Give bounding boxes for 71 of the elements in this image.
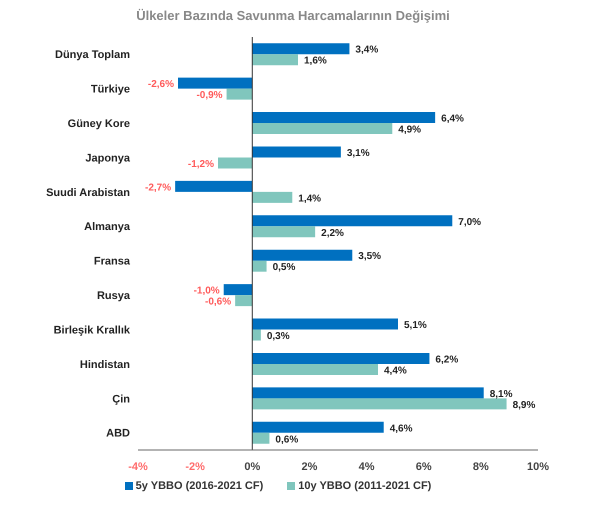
bar bbox=[252, 112, 436, 124]
data-label: 8,9% bbox=[512, 400, 536, 411]
data-label: -2,6% bbox=[148, 79, 174, 90]
x-tick-label: 8% bbox=[472, 461, 490, 473]
y-tick-label: Hindistan bbox=[80, 358, 130, 371]
bar bbox=[252, 432, 270, 444]
bar bbox=[252, 398, 507, 410]
data-label: 7,0% bbox=[458, 216, 482, 228]
bar bbox=[252, 330, 261, 341]
data-label: -2,7% bbox=[145, 182, 172, 194]
data-label: 3,1% bbox=[346, 148, 370, 159]
bar bbox=[252, 146, 341, 158]
data-label: -0,9% bbox=[196, 90, 223, 102]
data-label: 6,2% bbox=[435, 354, 458, 366]
chart-title: Ülkeler Bazında Savunma Harcamalarının Değişimi bbox=[135, 8, 451, 23]
bar bbox=[226, 88, 252, 100]
bar bbox=[252, 250, 352, 261]
bar bbox=[252, 318, 398, 330]
bar bbox=[224, 284, 252, 296]
bar bbox=[252, 54, 298, 66]
x-tick-label: -2% bbox=[185, 461, 206, 473]
data-label: -1,2% bbox=[188, 158, 214, 170]
y-tick-label: Japonya bbox=[85, 152, 131, 164]
y-tick-label: Rusya bbox=[96, 290, 131, 302]
x-tick-label: 10% bbox=[526, 461, 550, 473]
x-tick-label: 2% bbox=[301, 461, 318, 473]
y-tick-label: Çin bbox=[112, 393, 130, 406]
bar bbox=[178, 78, 252, 89]
y-tick-label: Dünya Toplam bbox=[55, 49, 130, 62]
bar bbox=[175, 180, 252, 192]
data-label: 4,4% bbox=[384, 365, 407, 376]
bar bbox=[252, 364, 378, 375]
data-label: -0,6% bbox=[205, 296, 232, 308]
data-label: 0,3% bbox=[266, 331, 290, 342]
x-tick-label: 4% bbox=[358, 461, 375, 473]
bar bbox=[252, 43, 350, 54]
bar bbox=[252, 422, 384, 433]
data-label: 6,4% bbox=[441, 114, 464, 125]
x-tick-label: 0% bbox=[244, 461, 260, 473]
y-tick-label: Birleşik Krallık bbox=[54, 324, 131, 336]
data-label: 8,1% bbox=[490, 388, 513, 400]
bar bbox=[252, 387, 484, 398]
x-tick-label: 6% bbox=[416, 461, 432, 473]
data-label: 0,6% bbox=[275, 434, 298, 446]
bar bbox=[252, 226, 316, 238]
data-label: 0,5% bbox=[272, 262, 296, 274]
y-tick-label: ABD bbox=[106, 428, 130, 440]
bar bbox=[252, 192, 292, 203]
data-label: 2,2% bbox=[321, 228, 344, 239]
legend-label: 10y YBBO (2011-2021 CF) bbox=[297, 480, 432, 492]
bar bbox=[252, 352, 430, 364]
legend-label: 5y YBBO (2016-2021 CF) bbox=[134, 480, 264, 492]
data-label: 5,1% bbox=[404, 320, 427, 332]
x-tick-label: -4% bbox=[128, 461, 148, 473]
bar bbox=[252, 123, 392, 134]
y-tick-label: Güney Kore bbox=[68, 118, 130, 130]
y-tick-label: Fransa bbox=[94, 256, 131, 268]
y-tick-label: Suudi Arabistan bbox=[46, 186, 130, 199]
bar bbox=[218, 157, 252, 168]
bar bbox=[235, 295, 252, 306]
data-label: -1,0% bbox=[194, 286, 220, 297]
data-label: 4,9% bbox=[398, 124, 422, 136]
data-label: 1,4% bbox=[298, 193, 322, 204]
y-tick-label: Almanya bbox=[84, 221, 131, 234]
data-label: 3,5% bbox=[358, 251, 382, 262]
y-tick-label: Türkiye bbox=[90, 84, 130, 96]
data-label: 3,4% bbox=[355, 44, 378, 56]
data-label: 1,6% bbox=[304, 56, 327, 67]
bar bbox=[252, 215, 452, 226]
bar bbox=[252, 260, 267, 272]
data-label: 4,6% bbox=[390, 423, 413, 434]
